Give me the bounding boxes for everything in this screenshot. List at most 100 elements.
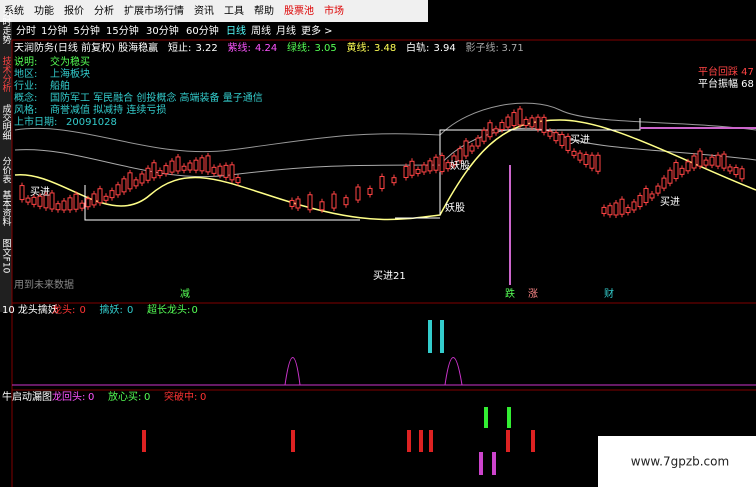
period-tab[interactable]: 更多 > (301, 24, 333, 37)
menu-item[interactable]: 工具 (224, 5, 244, 17)
watermark: www.7gpzb.com (631, 455, 729, 469)
candle-body (163, 165, 169, 175)
menu-bar (0, 0, 428, 22)
candle-body (523, 118, 529, 126)
candle-body (295, 198, 301, 209)
candle-body (529, 117, 535, 128)
candle-body (145, 167, 151, 181)
candle-body (583, 153, 589, 165)
annotation: 买进 (30, 186, 50, 198)
chart-title: 天润防务(日线 前复权) 股海稳赢 (14, 41, 158, 54)
candle-body (445, 162, 451, 170)
candle-body (223, 164, 229, 178)
candle-body (175, 156, 181, 172)
period-tab[interactable]: 分时 (16, 25, 36, 37)
period-tab[interactable]: 周线 (251, 24, 271, 37)
signal-bar (291, 430, 295, 452)
menu-item[interactable]: 市场 (324, 4, 344, 17)
annotation: 减 (180, 288, 190, 300)
candle-body (733, 167, 739, 176)
side-tab[interactable]: 分价表 (1, 156, 12, 184)
candle-body (427, 160, 433, 172)
candle-body (709, 156, 715, 166)
candle-body (577, 152, 583, 161)
annotation: 平台振幅 68 (698, 77, 754, 90)
indicator-label: 影子线: (466, 41, 499, 54)
candle-body (391, 177, 397, 184)
candle-body (91, 193, 97, 206)
candle-body (187, 162, 193, 171)
candle-body (655, 185, 661, 194)
period-tab[interactable]: 日线 (226, 24, 246, 37)
indicator-label: 短止: (168, 41, 191, 54)
menu-bar-rest (428, 0, 756, 22)
candle-body (211, 166, 217, 174)
candle-body (475, 137, 481, 147)
peak (284, 357, 463, 386)
indicator-value: 3.94 (434, 43, 456, 54)
indicator-label: 白轨: (406, 41, 429, 54)
menu-item[interactable]: 股票池 (284, 4, 314, 17)
info-label: 地区: (14, 67, 37, 80)
candle-body (43, 194, 49, 209)
side-tab[interactable]: 技术分析 (1, 55, 12, 93)
signal-bar (506, 430, 510, 452)
candle-body (703, 159, 709, 166)
signal-bar (440, 320, 444, 353)
candle-body (157, 170, 163, 177)
signal-bar (492, 452, 496, 475)
signal-bar (479, 452, 483, 475)
menu-item[interactable]: 扩展市场行情 (124, 4, 184, 17)
legend-label: 龙头: (52, 303, 75, 316)
period-tab[interactable]: 60分钟 (186, 24, 219, 37)
candle-body (685, 161, 691, 172)
candle-body (643, 188, 649, 204)
menu-item[interactable]: 分析 (94, 4, 114, 17)
period-tab[interactable]: 15分钟 (106, 24, 139, 37)
candle-body (547, 130, 553, 137)
indicator-value: 3.22 (196, 43, 218, 54)
candle-body (661, 177, 667, 189)
period-tab[interactable]: 5分钟 (74, 24, 100, 37)
upper-band (14, 102, 756, 153)
side-tab[interactable]: 基本资料 (1, 189, 12, 227)
signal-bar (142, 430, 146, 452)
side-tab[interactable]: 成交明细 (1, 103, 12, 140)
candle-body (151, 162, 157, 179)
menu-item[interactable]: 帮助 (254, 4, 274, 17)
candle-body (415, 168, 421, 174)
candle-body (85, 198, 91, 208)
menu-item[interactable]: 报价 (64, 4, 84, 17)
candle-body (19, 185, 25, 201)
annotation: 妖股 (445, 201, 465, 214)
period-tab[interactable]: 月线 (276, 24, 296, 37)
candle-body (595, 154, 601, 172)
menu-item[interactable]: 资讯 (194, 5, 214, 17)
candle-body (379, 175, 385, 189)
candle-body (613, 202, 619, 216)
annotation: 妖股 (450, 159, 470, 172)
menu-item[interactable]: 功能 (34, 4, 54, 17)
annotation: 买进 (660, 196, 680, 208)
candle-body (601, 206, 607, 214)
candle-body (541, 116, 547, 133)
side-tab[interactable]: 分时走势 (1, 8, 12, 45)
candle-body (619, 198, 625, 215)
panel-title: 10 龙头擒妖 (2, 303, 58, 316)
info-text: 交为稳买 (50, 55, 90, 68)
candle-body (199, 157, 205, 172)
menu-item[interactable]: 系统 (4, 4, 24, 17)
panel-title: 牛启动漏图 (2, 390, 52, 403)
signal-bar (429, 430, 433, 452)
candle-body (37, 195, 43, 207)
candles (19, 106, 745, 218)
period-tab[interactable]: 30分钟 (146, 24, 179, 37)
candle-body (667, 169, 673, 184)
period-tab[interactable]: 1分钟 (41, 24, 67, 37)
candle-body (553, 132, 559, 142)
candle-body (535, 116, 541, 130)
candle-body (61, 200, 67, 211)
candle-body (505, 116, 511, 128)
side-tab[interactable]: 图文F10 (1, 239, 12, 274)
indicator-label: 黄线: (347, 41, 370, 54)
